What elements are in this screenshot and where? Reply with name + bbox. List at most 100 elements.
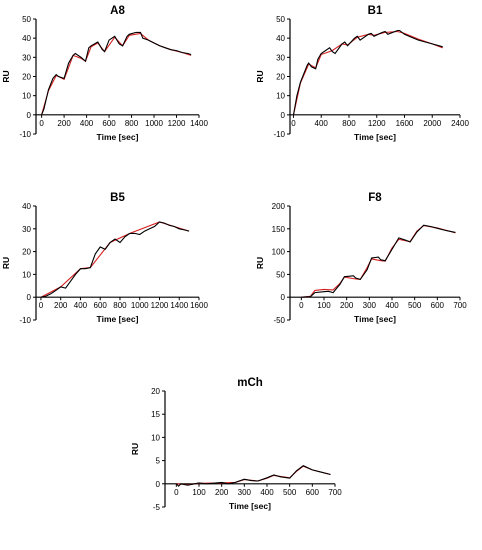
x-tick-label: 600 <box>306 488 320 497</box>
y-tick-label: 50 <box>276 270 285 279</box>
x-tick-label: 100 <box>317 301 331 310</box>
x-tick-label: 400 <box>315 119 329 128</box>
x-tick-label: 400 <box>80 119 94 128</box>
y-tick-label: 20 <box>22 73 31 82</box>
x-tick-label: 1400 <box>170 301 188 310</box>
data-trace-line <box>301 224 456 298</box>
x-tick-label: 1000 <box>131 301 149 310</box>
y-tick-label: -10 <box>273 130 285 139</box>
chart-0: A8 -10 0 10 20 30 40 50 0 200 400 600 800 1000 1200 140… <box>1 5 208 142</box>
x-tick-label: 800 <box>113 301 127 310</box>
x-tick-label: 400 <box>74 301 88 310</box>
y-axis-title: RU <box>255 257 265 269</box>
y-tick-label: 10 <box>22 270 31 279</box>
y-tick-label: 0 <box>281 111 286 120</box>
y-tick-label: 100 <box>272 248 286 257</box>
data-trace-line <box>292 29 443 115</box>
x-tick-label: 1600 <box>190 301 208 310</box>
fit-trace-line <box>40 221 190 298</box>
x-tick-label: 1200 <box>168 119 186 128</box>
y-tick-label: 150 <box>272 225 286 234</box>
x-tick-label: 600 <box>94 301 108 310</box>
x-tick-label: 500 <box>283 488 297 497</box>
y-tick-label: 30 <box>22 225 31 234</box>
fit-trace-line <box>292 30 443 115</box>
data-trace-line <box>41 31 192 116</box>
x-tick-label: 2000 <box>423 119 441 128</box>
x-tick-label: 300 <box>238 488 252 497</box>
y-tick-label: 40 <box>276 34 285 43</box>
y-axis-title: RU <box>1 70 11 82</box>
y-tick-label: 0 <box>281 293 286 302</box>
x-tick-label: 300 <box>363 301 377 310</box>
x-tick-label: 200 <box>340 301 354 310</box>
chart-title: B5 <box>110 192 125 204</box>
y-tick-label: 0 <box>27 111 32 120</box>
x-tick-label: 100 <box>192 488 206 497</box>
y-tick-label: 0 <box>27 293 32 302</box>
y-tick-label: 5 <box>156 457 161 466</box>
x-tick-label: 200 <box>215 488 229 497</box>
x-tick-label: 0 <box>299 301 304 310</box>
x-axis-title: Time [sec] <box>229 501 271 511</box>
x-tick-label: 400 <box>260 488 274 497</box>
fit-trace-line <box>176 465 331 486</box>
chart-3: F8 -50 0 50 100 150 200 0 100 200 300 400 500 600 700 T… <box>255 192 467 325</box>
x-axis-title: Time [sec] <box>97 314 139 324</box>
x-tick-label: 600 <box>102 119 116 128</box>
x-tick-label: 400 <box>385 301 399 310</box>
x-tick-label: 1400 <box>190 119 208 128</box>
chart-1: B1 -10 0 10 20 30 40 50 0 400 800 1200 1600 2000 2400 T… <box>255 5 469 142</box>
data-trace-line <box>175 465 331 487</box>
y-tick-label: 20 <box>151 387 160 396</box>
y-tick-label: -10 <box>19 316 31 325</box>
x-tick-label: 1000 <box>145 119 163 128</box>
x-tick-label: 500 <box>408 301 422 310</box>
y-tick-label: 0 <box>156 480 161 489</box>
x-axis-title: Time [sec] <box>354 132 396 142</box>
y-tick-label: 20 <box>276 73 285 82</box>
fit-trace-line <box>301 225 456 298</box>
x-tick-label: 700 <box>453 301 467 310</box>
y-tick-label: 10 <box>151 433 160 442</box>
y-tick-label: 30 <box>22 53 31 62</box>
y-tick-label: 20 <box>22 248 31 257</box>
y-axis-title: RU <box>1 257 11 269</box>
x-tick-label: 200 <box>57 119 71 128</box>
x-tick-label: 700 <box>328 488 342 497</box>
x-tick-label: 0 <box>174 488 179 497</box>
y-axis-title: RU <box>255 70 265 82</box>
y-axis-title: RU <box>130 443 140 455</box>
x-tick-label: 600 <box>431 301 445 310</box>
x-tick-label: 2400 <box>451 119 469 128</box>
x-axis-title: Time [sec] <box>97 132 139 142</box>
x-tick-label: 1200 <box>368 119 386 128</box>
x-tick-label: 1600 <box>396 119 414 128</box>
y-tick-label: 10 <box>22 92 31 101</box>
chart-title: A8 <box>110 5 125 17</box>
chart-title: F8 <box>368 192 382 204</box>
x-axis-title: Time [sec] <box>354 314 396 324</box>
x-tick-label: 1200 <box>151 301 169 310</box>
chart-title: mCh <box>237 377 263 389</box>
y-tick-label: -5 <box>153 503 161 512</box>
x-tick-label: 0 <box>39 301 44 310</box>
fit-trace-line <box>41 32 192 115</box>
y-tick-label: -10 <box>19 130 31 139</box>
x-tick-label: 0 <box>39 119 44 128</box>
y-tick-label: 50 <box>276 15 285 24</box>
y-tick-label: 50 <box>22 15 31 24</box>
y-tick-label: 30 <box>276 53 285 62</box>
y-tick-label: 10 <box>276 92 285 101</box>
y-tick-label: 200 <box>272 202 286 211</box>
y-tick-label: 40 <box>22 202 31 211</box>
data-trace-line <box>40 221 190 298</box>
chart-title: B1 <box>368 5 383 17</box>
x-tick-label: 800 <box>342 119 356 128</box>
y-tick-label: 40 <box>22 34 31 43</box>
y-tick-label: -50 <box>273 316 285 325</box>
x-tick-label: 0 <box>291 119 296 128</box>
